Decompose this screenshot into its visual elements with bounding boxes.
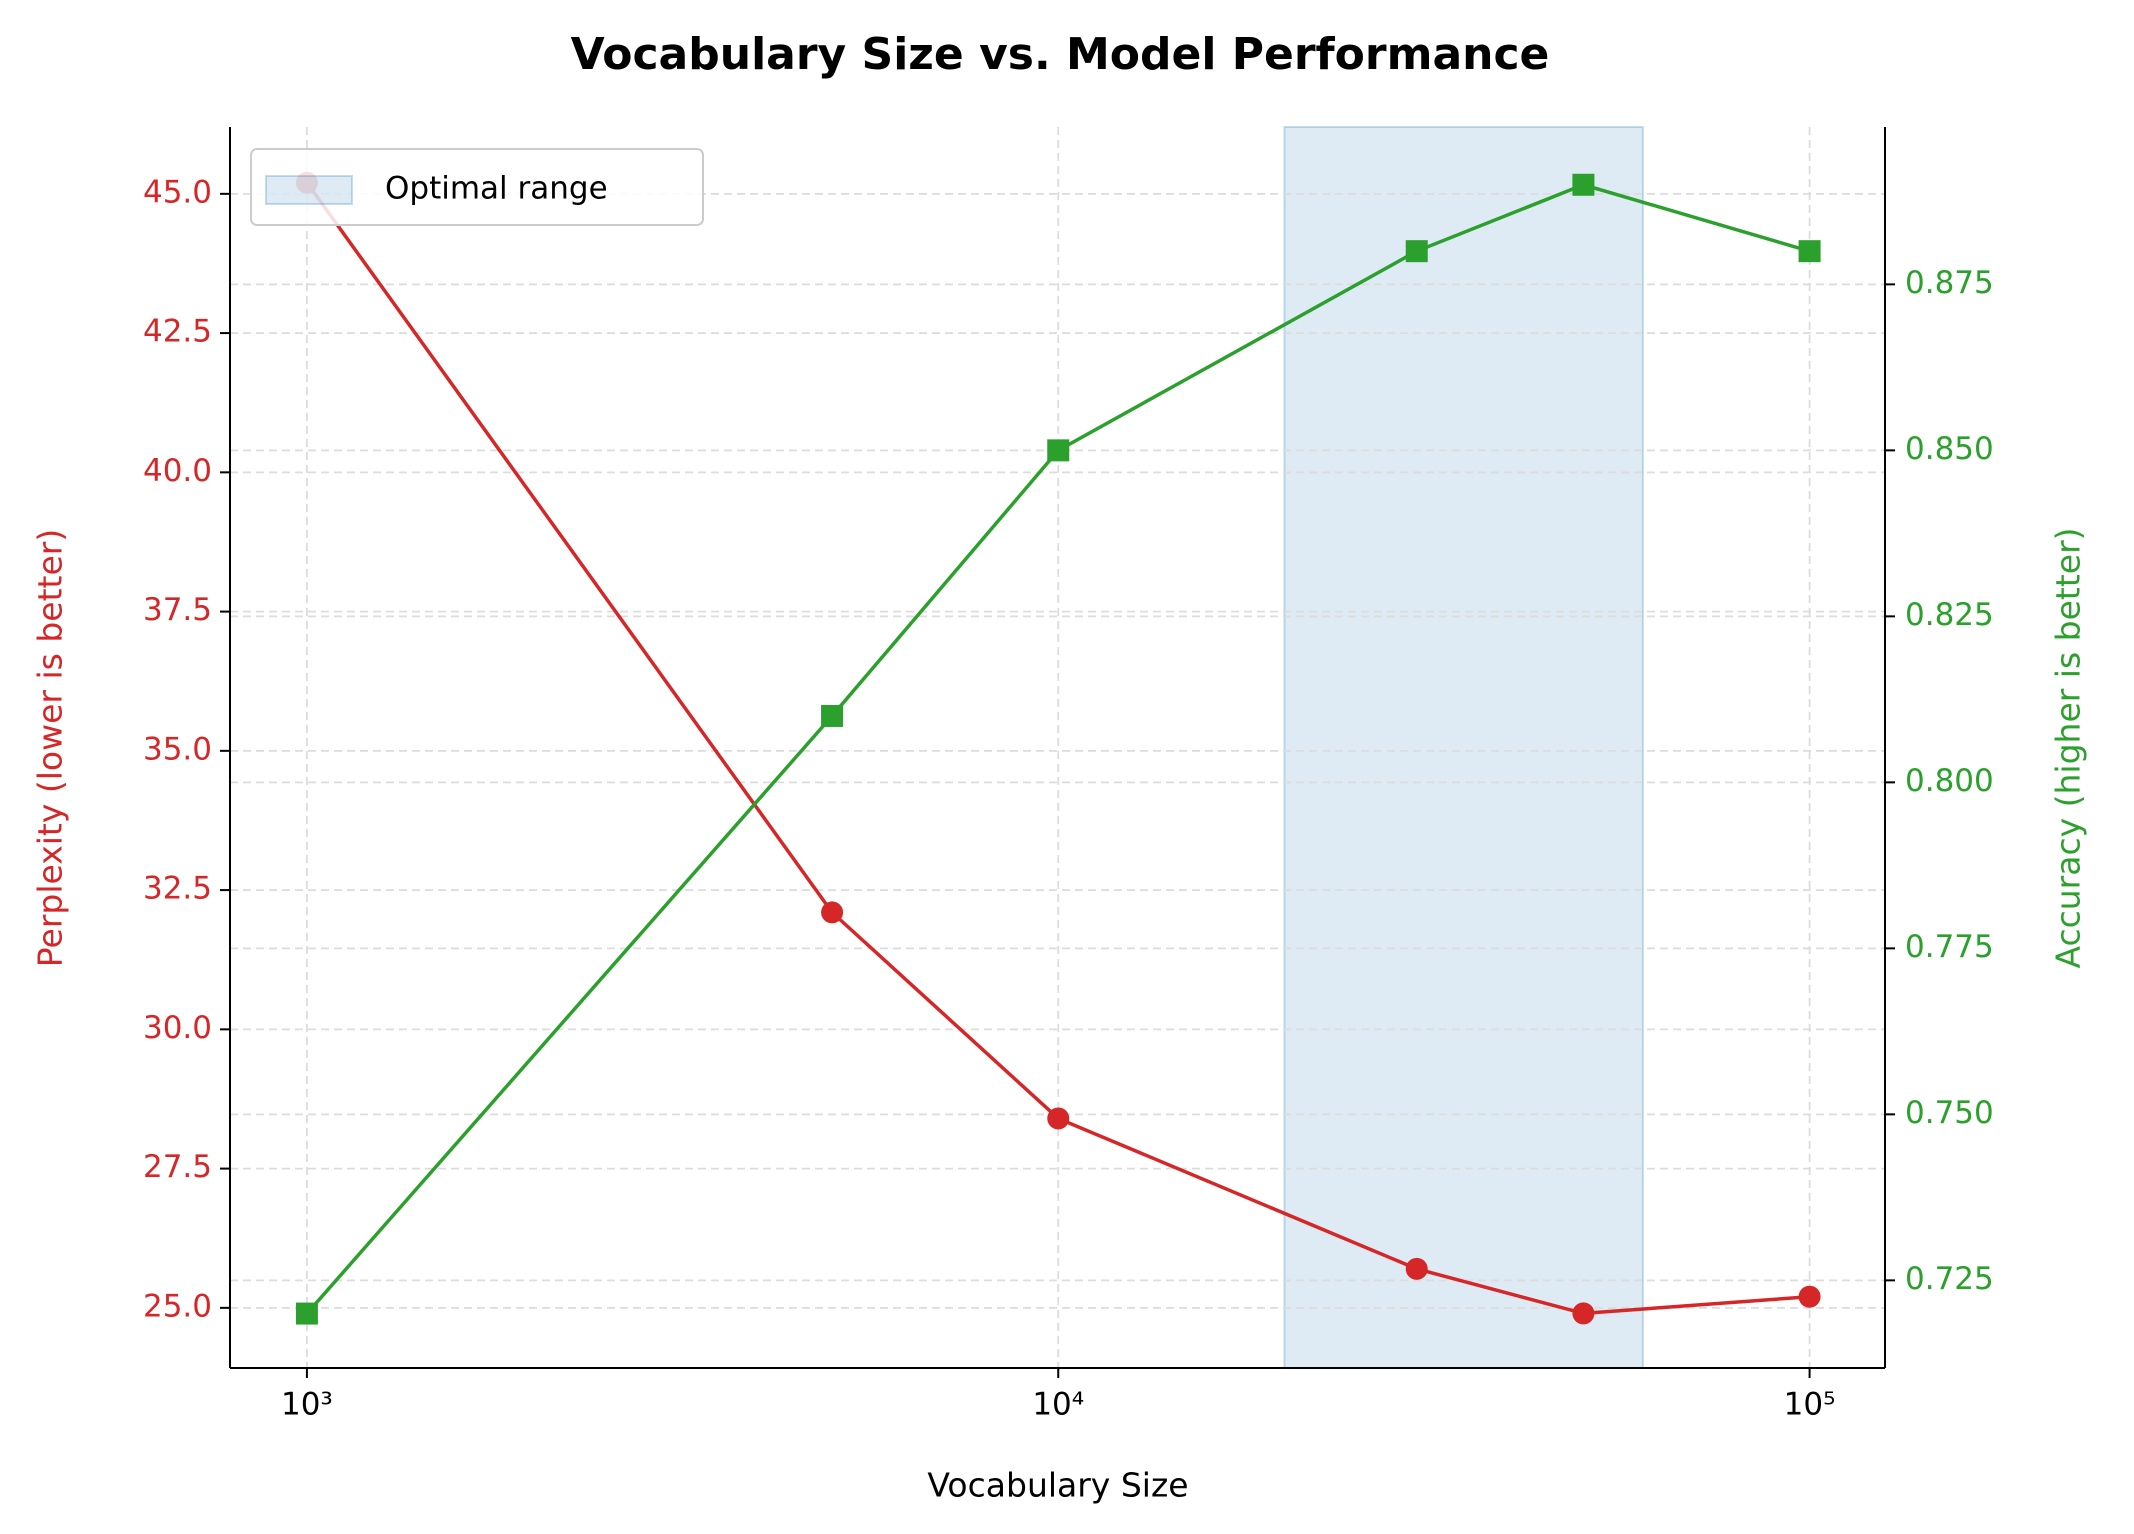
x-tick-label: 10⁴: [1032, 1387, 1084, 1423]
marker: [1798, 240, 1821, 263]
marker: [1405, 1257, 1428, 1280]
y-tick-label: 32.5: [143, 871, 212, 907]
marker: [1572, 173, 1595, 196]
y2-tick-label: 0.775: [1905, 929, 1994, 965]
y-tick-label: 45.0: [143, 174, 212, 210]
marker: [821, 704, 844, 727]
marker: [821, 901, 844, 924]
y-tick-label: 30.0: [143, 1010, 212, 1046]
legend: Optimal range: [250, 148, 704, 226]
x-tick-label: 10³: [281, 1387, 333, 1423]
y-tick-label: 42.5: [143, 314, 212, 350]
y-axis-label: Perplexity (lower is better): [31, 529, 70, 967]
y-tick-label: 25.0: [143, 1288, 212, 1324]
marker: [1405, 240, 1428, 263]
chart-title: Vocabulary Size vs. Model Performance: [571, 29, 1550, 80]
legend-swatch: [265, 175, 353, 205]
y2-tick-label: 0.750: [1905, 1095, 1994, 1131]
marker: [1047, 1107, 1070, 1130]
series-line: [305, 181, 1810, 1316]
y-tick-label: 40.0: [143, 453, 212, 489]
marker: [1047, 439, 1070, 462]
y2-axis-label: Accuracy (higher is better): [2049, 527, 2088, 968]
marker: [1572, 1302, 1595, 1325]
y2-tick-label: 0.875: [1905, 265, 1994, 301]
y-tick-label: 37.5: [143, 592, 212, 628]
marker: [1798, 1285, 1821, 1308]
series-line: [305, 182, 1811, 1315]
y-tick-label: 35.0: [143, 731, 212, 767]
x-axis-label: Vocabulary Size: [927, 1466, 1188, 1505]
x-tick-label: 10⁵: [1784, 1387, 1836, 1423]
y2-tick-label: 0.725: [1905, 1261, 1994, 1297]
highlight-span: [1283, 126, 1644, 1369]
legend-label: Optimal range: [385, 171, 608, 207]
y2-tick-label: 0.850: [1905, 431, 1994, 467]
y-tick-label: 27.5: [143, 1149, 212, 1185]
y2-tick-label: 0.800: [1905, 763, 1994, 799]
legend-frame: [250, 148, 704, 226]
marker: [295, 1302, 318, 1325]
y2-tick-label: 0.825: [1905, 597, 1994, 633]
